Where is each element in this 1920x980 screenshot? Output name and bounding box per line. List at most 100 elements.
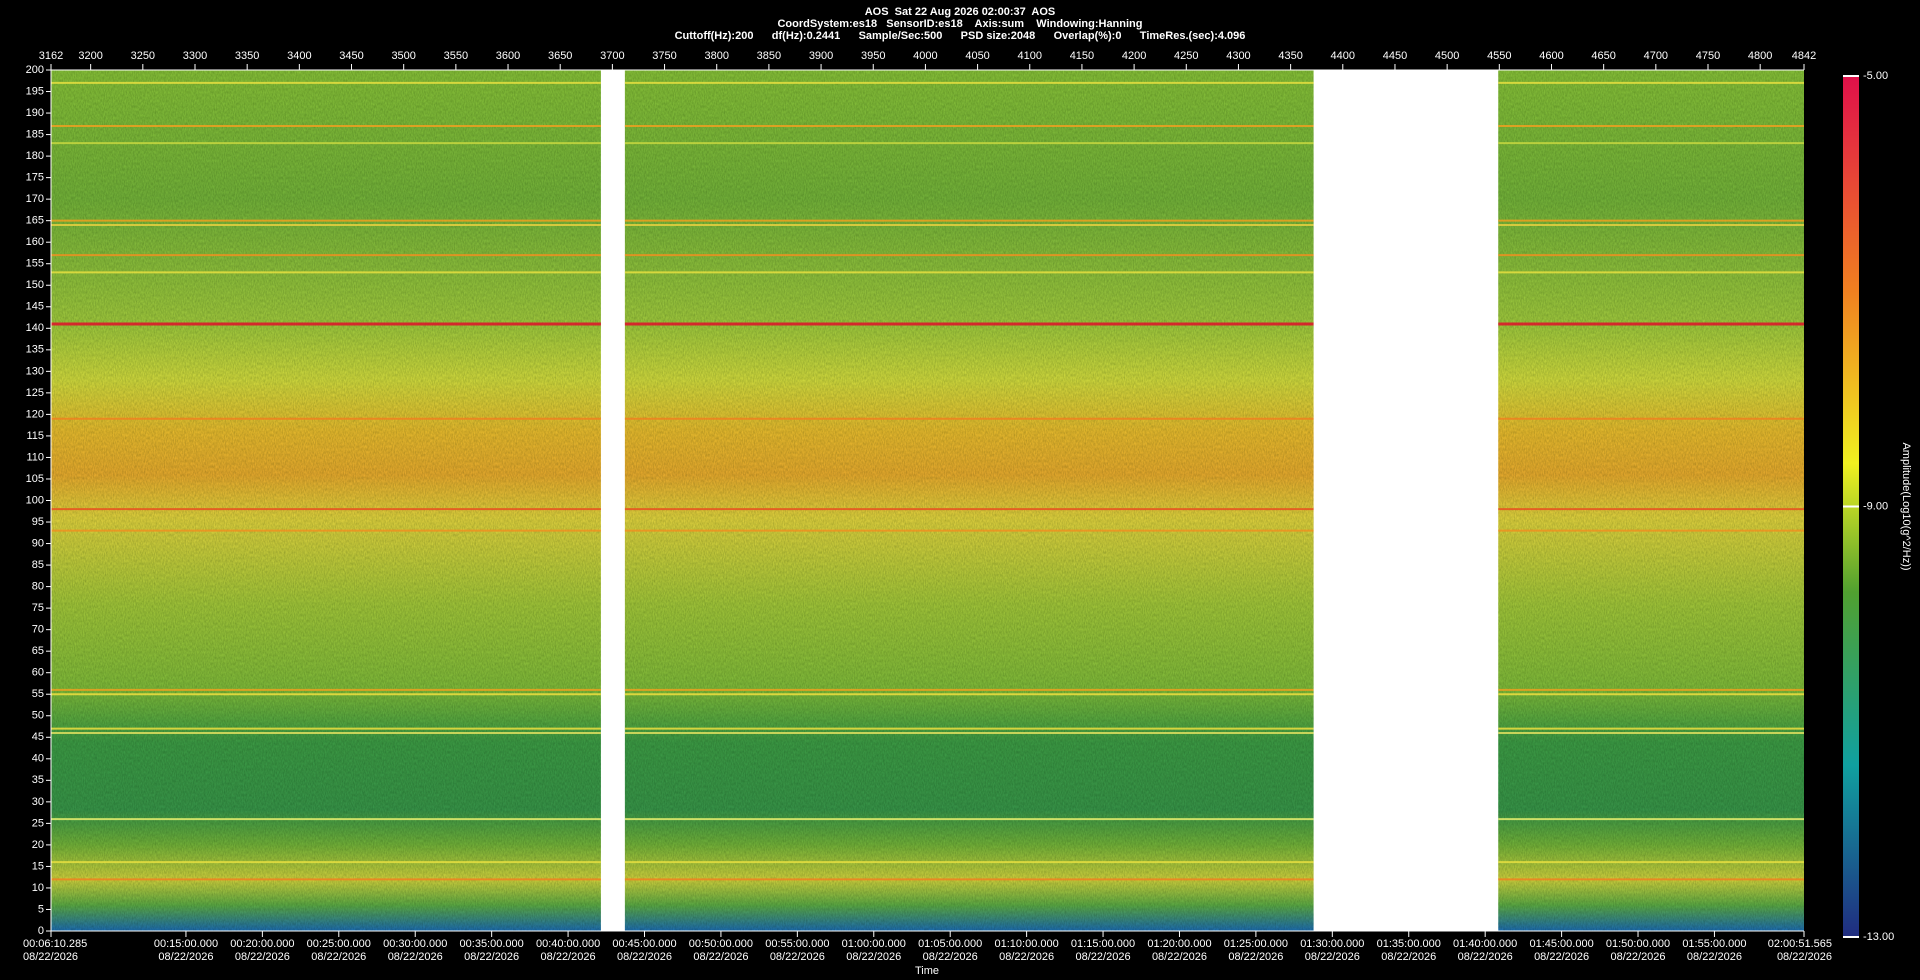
x-tick-label: 4550 xyxy=(1487,50,1511,62)
y-tick-label: 75 xyxy=(32,602,44,614)
date-tick-label: 08/22/2026 xyxy=(541,951,596,963)
x-tick-label: 3400 xyxy=(287,50,311,62)
spectrogram-segment xyxy=(624,70,1314,931)
x-tick-label: 3450 xyxy=(339,50,363,62)
time-tick-label: 01:00:00.000 xyxy=(842,938,906,950)
time-tick-label: 02:00:51.565 xyxy=(1768,938,1832,950)
time-tick-label: 01:55:00.000 xyxy=(1682,938,1746,950)
x-tick-label: 4050 xyxy=(965,50,989,62)
info: Cuttoff(Hz):200 df(Hz):0.2441 Sample/Sec… xyxy=(675,30,1246,42)
time-tick-label: 01:40:00.000 xyxy=(1453,938,1517,950)
y-tick-label: 40 xyxy=(32,753,44,765)
time-tick-label: 00:55:00.000 xyxy=(765,938,829,950)
y-tick-label: 0 xyxy=(38,925,44,937)
x-tick-label: 4150 xyxy=(1070,50,1094,62)
y-tick-label: 150 xyxy=(26,279,44,291)
time-tick-label: 00:35:00.000 xyxy=(460,938,524,950)
subtitle: CoordSystem:es18 SensorID:es18 Axis:sum … xyxy=(777,18,1142,30)
time-tick-label: 01:15:00.000 xyxy=(1071,938,1135,950)
x-tick-label: 4250 xyxy=(1174,50,1198,62)
y-tick-label: 140 xyxy=(26,322,44,334)
y-tick-label: 180 xyxy=(26,150,44,162)
y-tick-label: 5 xyxy=(38,903,44,915)
y-tick-label: 25 xyxy=(32,817,44,829)
date-tick-label: 08/22/2026 xyxy=(1381,951,1436,963)
x-tick-label: 4450 xyxy=(1383,50,1407,62)
y-tick-label: 15 xyxy=(32,860,44,872)
y-tick-label: 85 xyxy=(32,559,44,571)
date-tick-label: 08/22/2026 xyxy=(311,951,366,963)
x-tick-label: 4842 xyxy=(1792,50,1816,62)
y-tick-label: 50 xyxy=(32,710,44,722)
y-tick-label: 80 xyxy=(32,581,44,593)
y-tick-label: 120 xyxy=(26,408,44,420)
date-tick-label: 08/22/2026 xyxy=(1687,951,1742,963)
y-tick-label: 35 xyxy=(32,774,44,786)
y-tick-label: 105 xyxy=(26,473,44,485)
date-tick-label: 08/22/2026 xyxy=(770,951,825,963)
time-tick-label: 01:25:00.000 xyxy=(1224,938,1288,950)
y-tick-label: 70 xyxy=(32,624,44,636)
y-tick-label: 95 xyxy=(32,516,44,528)
x-axis-label: Time xyxy=(915,965,939,977)
spectrogram-segment xyxy=(51,70,601,931)
x-tick-label: 4650 xyxy=(1591,50,1615,62)
y-tick-label: 155 xyxy=(26,258,44,270)
y-tick-label: 135 xyxy=(26,344,44,356)
x-tick-label: 4500 xyxy=(1435,50,1459,62)
y-tick-label: 175 xyxy=(26,172,44,184)
x-tick-label: 3162 xyxy=(39,50,63,62)
date-tick-label: 08/22/2026 xyxy=(846,951,901,963)
x-tick-label: 4400 xyxy=(1331,50,1355,62)
y-tick-label: 55 xyxy=(32,688,44,700)
time-tick-label: 00:45:00.000 xyxy=(612,938,676,950)
time-tick-label: 00:40:00.000 xyxy=(536,938,600,950)
y-tick-label: 190 xyxy=(26,107,44,119)
date-tick-label: 08/22/2026 xyxy=(923,951,978,963)
x-tick-label: 3850 xyxy=(757,50,781,62)
x-tick-label: 4300 xyxy=(1226,50,1250,62)
spectrogram-segment xyxy=(1498,70,1804,931)
time-tick-label: 00:50:00.000 xyxy=(689,938,753,950)
x-tick-label: 3900 xyxy=(809,50,833,62)
colorbar-tick-label: -13.00 xyxy=(1863,931,1894,943)
x-tick-label: 3350 xyxy=(235,50,259,62)
x-tick-label: 3600 xyxy=(496,50,520,62)
y-tick-label: 65 xyxy=(32,645,44,657)
x-tick-label: 3700 xyxy=(600,50,624,62)
time-tick-label: 01:50:00.000 xyxy=(1606,938,1670,950)
date-tick-label: 08/22/2026 xyxy=(693,951,748,963)
time-tick-label: 00:30:00.000 xyxy=(383,938,447,950)
y-tick-label: 30 xyxy=(32,796,44,808)
date-tick-label: 08/22/2026 xyxy=(999,951,1054,963)
date-tick-label: 08/22/2026 xyxy=(1777,951,1832,963)
time-tick-label: 01:30:00.000 xyxy=(1300,938,1364,950)
x-tick-label: 3550 xyxy=(444,50,468,62)
time-tick-label: 00:20:00.000 xyxy=(230,938,294,950)
time-tick-label: 00:15:00.000 xyxy=(154,938,218,950)
date-tick-label: 08/22/2026 xyxy=(1458,951,1513,963)
date-tick-label: 08/22/2026 xyxy=(388,951,443,963)
y-tick-label: 125 xyxy=(26,387,44,399)
time-tick-label: 01:35:00.000 xyxy=(1377,938,1441,950)
y-tick-label: 145 xyxy=(26,301,44,313)
colorbar-label: Amplitude(Log10(g^2/Hz)) xyxy=(1900,442,1912,570)
time-tick-label: 01:10:00.000 xyxy=(995,938,1059,950)
x-tick-label: 3750 xyxy=(652,50,676,62)
time-tick-label: 01:05:00.000 xyxy=(918,938,982,950)
date-tick-label: 08/22/2026 xyxy=(1305,951,1360,963)
colorbar-tick-label: -9.00 xyxy=(1863,500,1888,512)
date-tick-label: 08/22/2026 xyxy=(23,951,78,963)
y-tick-label: 170 xyxy=(26,193,44,205)
date-tick-label: 08/22/2026 xyxy=(1076,951,1131,963)
y-tick-label: 130 xyxy=(26,365,44,377)
x-tick-label: 4600 xyxy=(1539,50,1563,62)
y-tick-label: 20 xyxy=(32,839,44,851)
y-tick-label: 115 xyxy=(26,430,44,442)
x-tick-label: 4000 xyxy=(913,50,937,62)
time-tick-label: 00:06:10.285 xyxy=(23,938,87,950)
y-tick-label: 200 xyxy=(26,64,44,76)
x-tick-label: 3200 xyxy=(78,50,102,62)
date-tick-label: 08/22/2026 xyxy=(1534,951,1589,963)
